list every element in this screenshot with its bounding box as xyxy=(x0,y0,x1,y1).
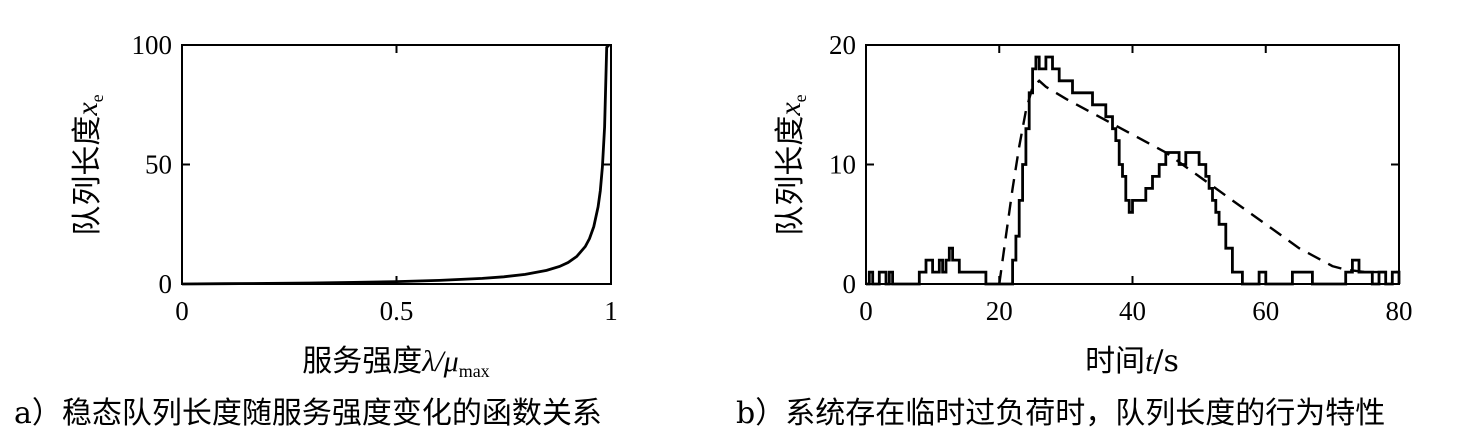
chart-b-series-fitted xyxy=(998,79,1399,285)
chart-b-y-ticks: 0 10 20 xyxy=(829,30,1399,299)
y-tick-label-1: 10 xyxy=(829,150,856,180)
chart-b-y-axis-label: 队列长度xe xyxy=(773,94,810,235)
chart-a-plot-frame xyxy=(181,44,612,285)
x-tick-label-1: 20 xyxy=(986,296,1013,326)
y-tick-label-2: 20 xyxy=(829,30,856,60)
x-tick-label-1: 0.5 xyxy=(380,296,414,326)
y-tick-label-0: 0 xyxy=(843,269,857,299)
y-tick-label-2: 100 xyxy=(132,30,173,60)
chart-b-plot-frame xyxy=(865,44,1400,285)
chart-a-x-axis-label: 服务强度λ/μmax xyxy=(302,344,489,381)
chart-a-y-axis-label: 队列长度xe xyxy=(70,94,107,235)
chart-b-x-axis-label: 时间t/s xyxy=(1085,344,1179,379)
x-tick-label-4: 80 xyxy=(1386,296,1413,326)
x-tick-label-2: 40 xyxy=(1119,296,1146,326)
y-tick-label-0: 0 xyxy=(159,269,173,299)
x-tick-label-2: 1 xyxy=(604,296,618,326)
chart-a-y-ticks: 0 50 100 xyxy=(132,30,611,299)
x-tick-label-3: 60 xyxy=(1252,296,1279,326)
x-tick-label-0: 0 xyxy=(175,296,189,326)
chart-a-series-line xyxy=(181,44,610,286)
chart-b: 0 10 20 0 20 40 60 80 时间t/s 队列长度xe b）系统存在临时过负荷… xyxy=(736,30,1413,431)
x-tick-label-0: 0 xyxy=(859,296,873,326)
y-tick-label-1: 50 xyxy=(145,150,172,180)
chart-a-caption: a）稳态队列长度随服务强度变化的函数关系 xyxy=(14,396,602,431)
chart-b-series-measured xyxy=(866,55,1401,286)
chart-a-x-ticks: 0 0.5 1 xyxy=(175,45,618,326)
chart-b-caption: b）系统存在临时过负荷时，队列长度的行为特性 xyxy=(736,396,1385,431)
